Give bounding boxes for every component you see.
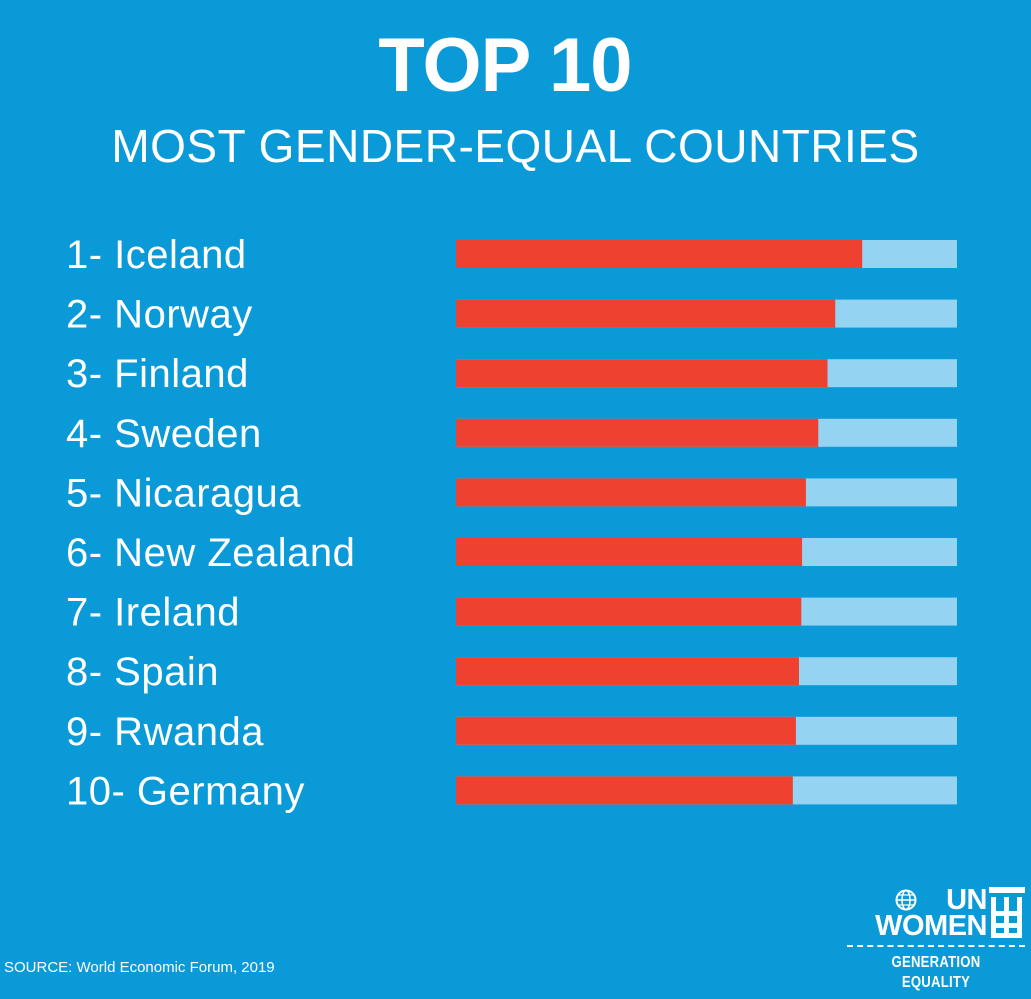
logo-tagline: GENERATION EQUALITY xyxy=(891,954,981,991)
bar xyxy=(456,359,828,388)
bar xyxy=(456,538,803,566)
bar xyxy=(456,418,819,447)
equality-mark-icon xyxy=(989,887,1025,938)
bar xyxy=(456,657,799,686)
country-label: 6- New Zealand xyxy=(66,531,355,575)
country-label: 8- Spain xyxy=(66,650,219,694)
bar xyxy=(456,299,836,328)
country-label: 4- Sweden xyxy=(66,412,262,456)
country-label: 9- Rwanda xyxy=(66,710,264,754)
country-label: 10- Germany xyxy=(66,769,305,813)
country-label: 1- Iceland xyxy=(66,233,247,277)
bar xyxy=(456,240,863,268)
un-globe-icon xyxy=(895,889,917,911)
logo-un-text: UN xyxy=(946,884,987,916)
logo-dashed-rule xyxy=(847,945,1025,947)
country-label: 3- Finland xyxy=(66,352,249,396)
source-note: SOURCE: World Economic Forum, 2019 xyxy=(4,959,275,976)
country-label: 2- Norway xyxy=(66,293,253,337)
country-label: 5- Nicaragua xyxy=(66,471,301,515)
bar xyxy=(456,597,802,626)
page-title: TOP 10 xyxy=(378,23,632,108)
country-label: 7- Ireland xyxy=(66,591,240,635)
bar xyxy=(456,776,793,805)
bar xyxy=(456,478,806,507)
logo-women-text: WOMEN xyxy=(875,910,987,942)
bar xyxy=(456,716,796,745)
page-subtitle: MOST GENDER-EQUAL COUNTRIES xyxy=(111,120,920,172)
un-women-logo: UN WOMEN GENERATION EQUALITY xyxy=(847,884,1025,991)
